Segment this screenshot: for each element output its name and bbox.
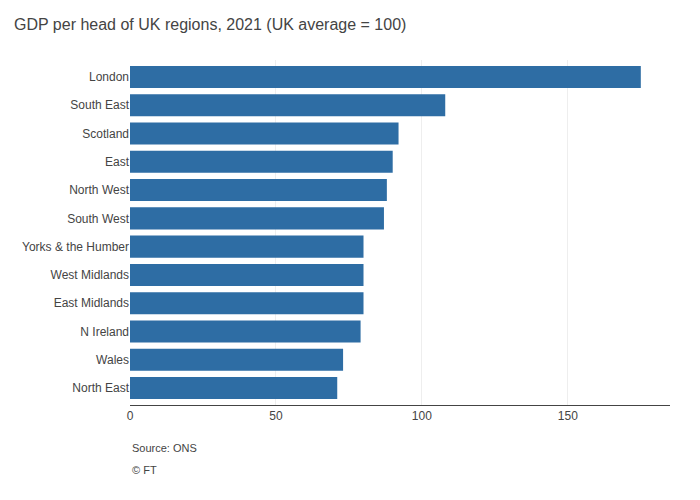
svg-text:100: 100 [412, 409, 432, 423]
svg-text:North West: North West [69, 183, 129, 197]
svg-text:Scotland: Scotland [82, 127, 129, 141]
svg-text:South West: South West [67, 212, 129, 226]
svg-text:North East: North East [72, 381, 129, 395]
svg-text:Yorks & the Humber: Yorks & the Humber [22, 240, 129, 254]
svg-text:East: East [105, 155, 130, 169]
svg-text:N Ireland: N Ireland [80, 325, 129, 339]
svg-text:150: 150 [558, 409, 578, 423]
svg-text:West Midlands: West Midlands [51, 268, 129, 282]
svg-text:© FT: © FT [132, 464, 157, 476]
svg-text:50: 50 [269, 409, 283, 423]
svg-text:0: 0 [127, 409, 134, 423]
svg-text:Source: ONS: Source: ONS [132, 442, 197, 454]
svg-text:Wales: Wales [96, 353, 129, 367]
svg-text:GDP per head of UK regions, 20: GDP per head of UK regions, 2021 (UK ave… [14, 16, 406, 33]
svg-text:South East: South East [70, 98, 129, 112]
svg-text:London: London [89, 70, 129, 84]
svg-text:East Midlands: East Midlands [54, 296, 129, 310]
